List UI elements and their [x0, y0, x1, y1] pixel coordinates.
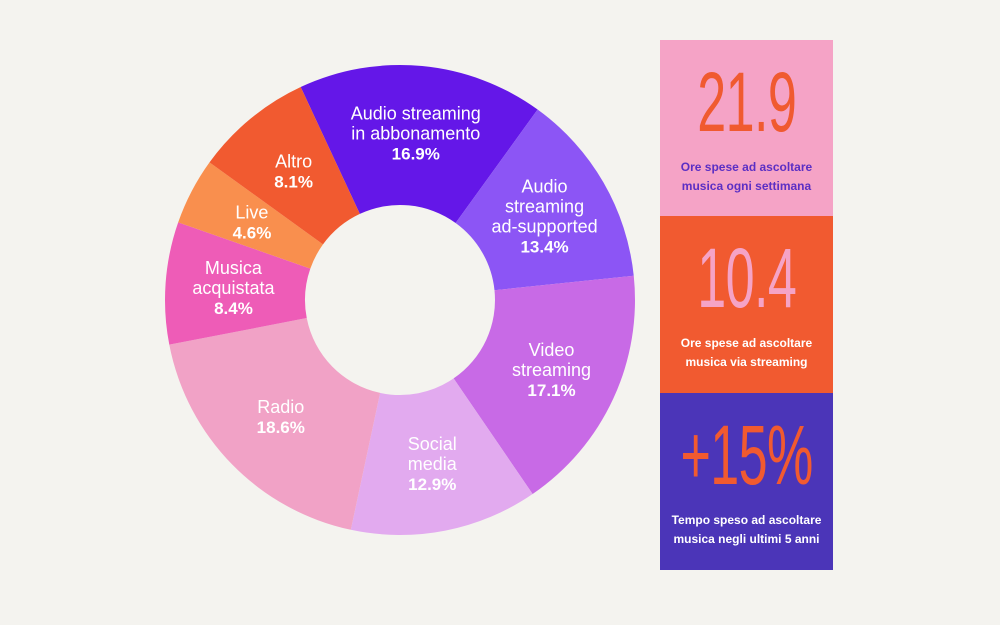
slice-name-line: ad-supported — [492, 216, 598, 236]
slice-value-label: 17.1% — [527, 381, 575, 400]
slice-name-line: in abbonamento — [351, 124, 480, 144]
slice-name-line: Live — [235, 203, 268, 223]
slice-2 — [453, 275, 635, 494]
slice-label-0: Audio streaming in abbonamento 16.9% — [351, 104, 481, 164]
slice-value-label: 12.9% — [408, 475, 456, 494]
slice-5 — [165, 222, 311, 345]
slice-name-line: Audio streaming — [351, 104, 481, 124]
slice-name-line: Video — [529, 340, 575, 360]
slice-name-line: Radio — [257, 397, 304, 417]
slice-name-line: Altro — [275, 151, 312, 171]
stat-value: +15% — [680, 408, 813, 502]
stat-value: 10.4 — [697, 231, 797, 325]
slice-value-label: 4.6% — [233, 224, 272, 243]
slice-name-line: Social — [408, 434, 457, 454]
slice-7 — [209, 87, 360, 245]
slice-3 — [350, 378, 533, 535]
stat-caption: Ore spese ad ascoltare musica ogni setti… — [680, 160, 813, 193]
slice-1 — [455, 109, 634, 291]
stat-caption: Ore spese ad ascoltare musica via stream… — [680, 336, 813, 369]
slice-value-label: 18.6% — [257, 418, 305, 437]
slice-label-2: Video streaming 17.1% — [512, 340, 591, 400]
slice-name-line: Musica — [205, 258, 263, 278]
slice-0 — [300, 65, 538, 223]
slice-label-3: Social media 12.9% — [408, 434, 458, 494]
slice-label-6: Live 4.6% — [233, 203, 272, 243]
stat-caption: Tempo speso ad ascoltare musica negli ul… — [671, 513, 822, 546]
slice-label-1: Audio streaming ad-supported 13.4% — [492, 176, 598, 256]
slice-value-label: 8.1% — [274, 172, 313, 191]
slice-value-label: 13.4% — [520, 237, 568, 256]
slice-name-line: acquistata — [192, 278, 275, 298]
slice-6 — [178, 162, 323, 269]
stat-box-streaming-hours: 10.4 Ore spese ad ascoltare musica via s… — [660, 216, 833, 393]
donut-chart: Audio streaming in abbonamento 16.9%Audio s… — [165, 65, 635, 535]
slice-value-label: 8.4% — [214, 299, 253, 318]
slice-value-label: 16.9% — [392, 145, 440, 164]
slice-4 — [169, 318, 381, 530]
slice-name-line: streaming — [512, 360, 591, 380]
slice-label-5: Musica acquistata 8.4% — [192, 258, 275, 318]
slice-label-4: Radio 18.6% — [257, 397, 305, 437]
slice-name-line: Audio — [522, 176, 568, 196]
slice-name-line: streaming — [505, 196, 584, 216]
slice-label-7: Altro 8.1% — [274, 151, 313, 191]
slice-name-line: media — [408, 454, 458, 474]
stat-value: 21.9 — [697, 55, 797, 149]
stat-box-weekly-hours: 21.9 Ore spese ad ascoltare musica ogni … — [660, 40, 833, 216]
stat-box-time-growth: +15% Tempo speso ad ascoltare musica neg… — [660, 393, 833, 570]
stats-panel: 21.9 Ore spese ad ascoltare musica ogni … — [660, 40, 833, 570]
